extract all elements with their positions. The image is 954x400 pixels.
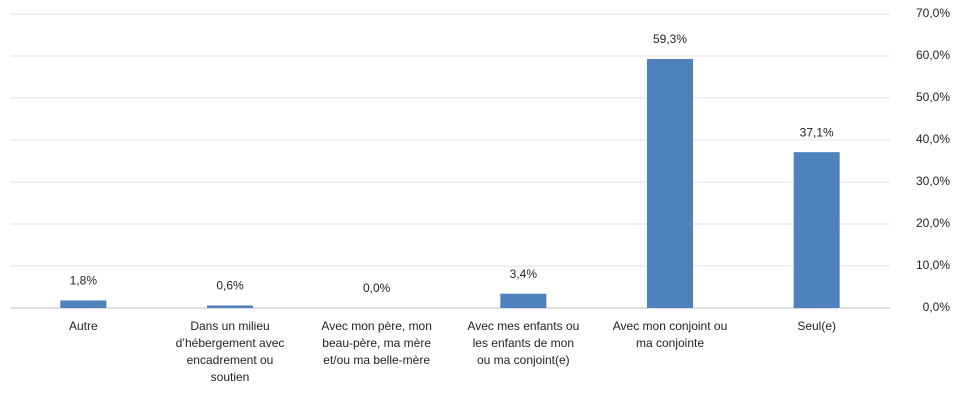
y-tick-label: 60,0%	[916, 48, 950, 62]
y-tick-label: 20,0%	[916, 216, 950, 230]
value-label: 1,8%	[70, 274, 98, 288]
y-tick-label: 30,0%	[916, 174, 950, 188]
y-tick-label: 70,0%	[916, 6, 950, 20]
value-label: 37,1%	[800, 125, 834, 139]
x-tick-label: Autre	[69, 319, 98, 333]
bar	[793, 152, 840, 308]
y-tick-label: 50,0%	[916, 90, 950, 104]
y-tick-label: 10,0%	[916, 258, 950, 272]
value-label: 3,4%	[510, 267, 538, 281]
bar	[647, 58, 693, 308]
value-label: 59,3%	[653, 32, 687, 46]
bar	[60, 300, 107, 308]
bar	[207, 305, 253, 308]
bar	[500, 293, 547, 308]
x-tick-label: Seul(e)	[797, 319, 836, 333]
value-label: 0,0%	[363, 281, 391, 295]
x-tick-label: Avec mon conjoint ou ma conjointe	[613, 319, 728, 350]
x-tick-label: Dans un milieu d’hébergement avec encadrem…	[176, 319, 285, 384]
value-label: 0,6%	[216, 279, 244, 293]
x-tick-label: Avec mes enfants ou les enfants de mon ou …	[467, 319, 579, 367]
y-tick-label: 0,0%	[923, 300, 951, 314]
x-tick-label: Avec mon père, mon beau-père, ma mère et/o…	[321, 319, 432, 367]
y-tick-label: 40,0%	[916, 132, 950, 146]
